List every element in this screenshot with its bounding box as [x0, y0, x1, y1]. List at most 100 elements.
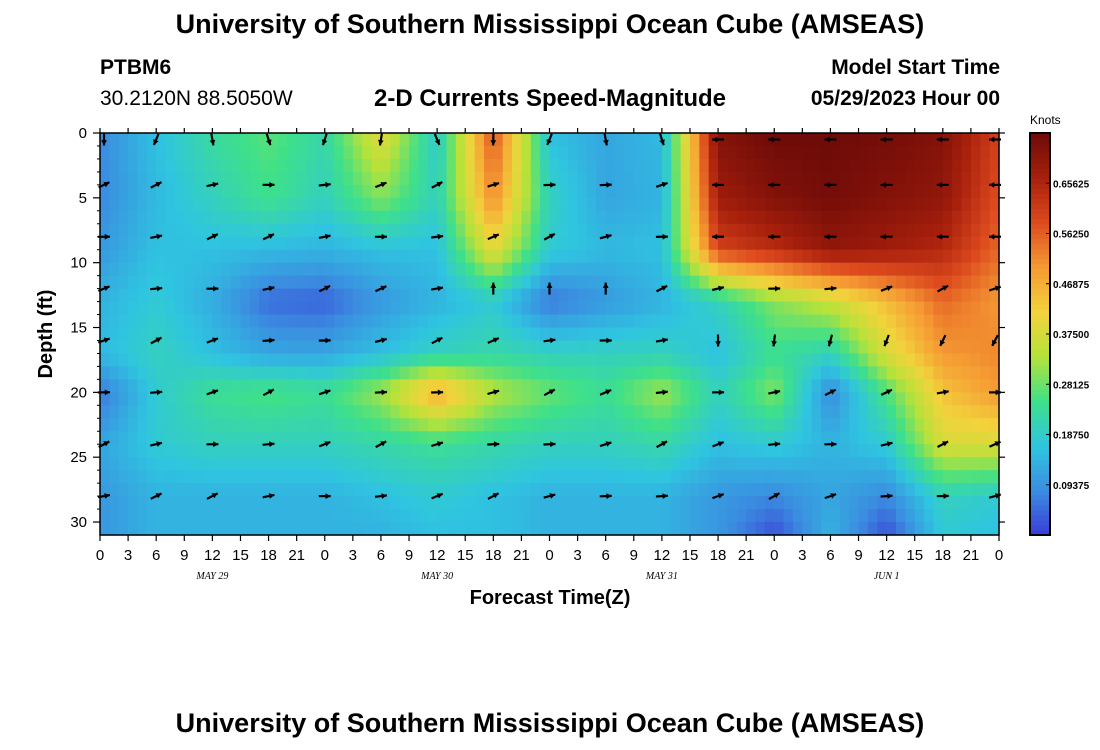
heatmap-cell	[615, 249, 626, 264]
heatmap-cell	[437, 509, 448, 523]
heatmap-cell	[530, 418, 541, 432]
heatmap-cell	[128, 379, 139, 393]
heatmap-cell	[867, 158, 878, 173]
heatmap-cell	[530, 249, 541, 264]
heatmap-cell	[390, 405, 401, 419]
heatmap-cell	[137, 509, 148, 523]
heatmap-cell	[643, 236, 654, 251]
heatmap-cell	[174, 171, 185, 186]
heatmap-cell	[643, 366, 654, 380]
heatmap-cell	[633, 340, 644, 355]
heatmap-cell	[465, 470, 476, 484]
heatmap-cell	[643, 197, 654, 212]
heatmap-cell	[755, 444, 766, 458]
heatmap-cell	[380, 431, 391, 445]
heatmap-cell	[680, 301, 691, 316]
heatmap-cell	[549, 340, 560, 355]
heatmap-cell	[821, 327, 832, 342]
heatmap-cell	[680, 483, 691, 497]
heatmap-cell	[802, 171, 813, 186]
heatmap-cell	[446, 184, 457, 199]
current-arrow	[206, 285, 219, 292]
heatmap-cell	[699, 522, 710, 536]
heatmap-cell	[961, 366, 972, 380]
heatmap-cell	[802, 301, 813, 316]
heatmap-cell	[633, 288, 644, 303]
heatmap-cell	[483, 431, 494, 445]
heatmap-cell	[174, 288, 185, 303]
heatmap-cell	[174, 145, 185, 160]
heatmap-cell	[212, 158, 223, 173]
heatmap-cell	[989, 249, 1000, 264]
heatmap-cell	[268, 223, 279, 238]
heatmap-cell	[680, 470, 691, 484]
heatmap-cell	[352, 223, 363, 238]
heatmap-cell	[399, 431, 410, 445]
heatmap-cell	[324, 457, 335, 471]
heatmap-cell	[718, 275, 729, 290]
heatmap-cell	[699, 210, 710, 225]
heatmap-cell	[877, 457, 888, 471]
x-tick-label: 21	[738, 547, 755, 564]
heatmap-cell	[643, 457, 654, 471]
heatmap-cell	[128, 171, 139, 186]
heatmap-cell	[221, 301, 232, 316]
heatmap-cell	[689, 509, 700, 523]
heatmap-cell	[324, 145, 335, 160]
heatmap-cell	[586, 418, 597, 432]
colorbar-segment	[1030, 354, 1050, 360]
heatmap-cell	[821, 275, 832, 290]
current-arrow	[656, 440, 668, 449]
heatmap-cell	[184, 444, 195, 458]
heatmap-cell	[221, 457, 232, 471]
heatmap-cell	[830, 184, 841, 199]
current-arrow	[939, 334, 947, 347]
heatmap-cell	[427, 262, 438, 277]
heatmap-cell	[633, 431, 644, 445]
colorbar-unit: Knots	[1030, 113, 1061, 127]
heatmap-cell	[867, 457, 878, 471]
heatmap-cell	[118, 171, 129, 186]
heatmap-cell	[409, 379, 419, 393]
heatmap-cell	[802, 184, 813, 199]
heatmap-cell	[746, 236, 757, 251]
heatmap-cell	[109, 470, 120, 484]
heatmap-cell	[446, 340, 457, 355]
heatmap-cell	[577, 431, 588, 445]
heatmap-cell	[764, 418, 775, 432]
heatmap-cell	[109, 327, 120, 342]
heatmap-cell	[380, 158, 391, 173]
heatmap-cell	[512, 236, 522, 251]
heatmap-cell	[961, 314, 972, 329]
heatmap-cell	[811, 223, 822, 238]
heatmap-cell	[914, 340, 925, 355]
heatmap-cell	[961, 496, 972, 510]
x-tick-label: 21	[513, 547, 530, 564]
heatmap-cell	[643, 496, 654, 510]
heatmap-cell	[961, 197, 972, 212]
heatmap-cell	[156, 158, 167, 173]
heatmap-cell	[596, 509, 607, 523]
heatmap-cell	[118, 288, 129, 303]
heatmap-cell	[174, 405, 185, 419]
heatmap-cell	[343, 522, 354, 536]
heatmap-cell	[792, 392, 803, 406]
heatmap-cell	[849, 340, 860, 355]
heatmap-cell	[409, 275, 419, 290]
heatmap-cell	[586, 392, 597, 406]
heatmap-cell	[455, 249, 466, 264]
current-arrow	[712, 441, 725, 448]
heatmap-cell	[680, 197, 691, 212]
heatmap-cell	[512, 275, 522, 290]
heatmap-cell	[849, 301, 860, 316]
colorbar-segment	[1030, 233, 1050, 240]
heatmap-cell	[343, 158, 354, 173]
heatmap-cell	[240, 431, 251, 445]
heatmap-cell	[783, 379, 794, 393]
heatmap-cell	[736, 158, 747, 173]
heatmap-cell	[886, 275, 897, 290]
heatmap-cell	[718, 314, 729, 329]
heatmap-cell	[942, 418, 953, 432]
heatmap-cell	[783, 366, 794, 380]
heatmap-cell	[746, 366, 757, 380]
